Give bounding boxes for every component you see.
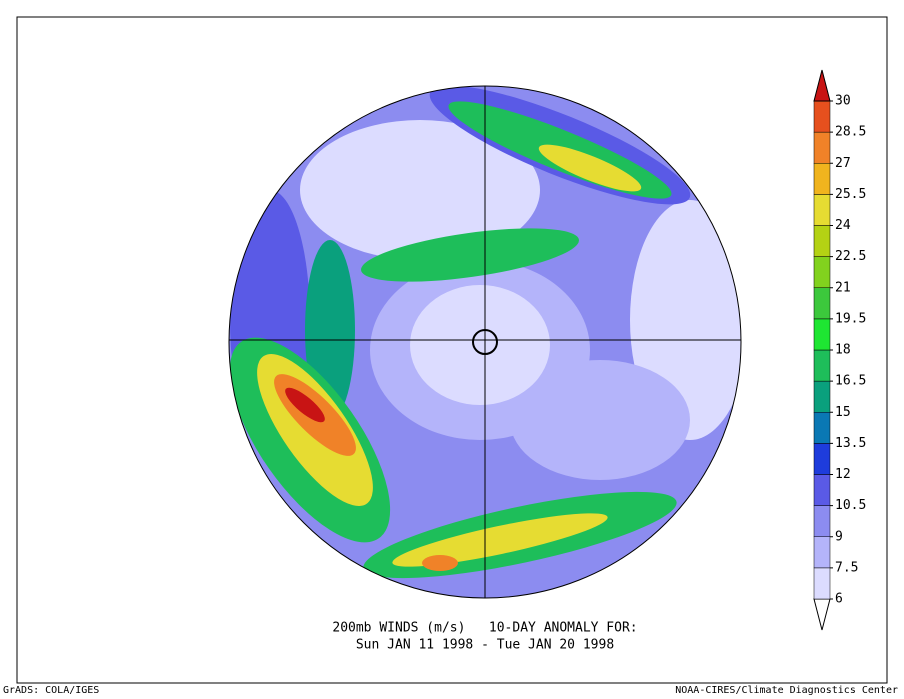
- colorbar-label: 16.5: [835, 374, 866, 389]
- colorbar-box: [813, 536, 831, 569]
- colorbar-label: 30: [835, 94, 851, 109]
- colorbar-box: [813, 256, 831, 288]
- colorbar-box: [813, 567, 831, 600]
- colorbar-box: [813, 380, 831, 413]
- footer-right: NOAA-CIRES/Climate Diagnostics Center: [675, 685, 898, 696]
- colorbar-box: [813, 131, 831, 164]
- colorbar-label: 12: [835, 467, 851, 482]
- frame: [16, 16, 888, 684]
- colorbar-label: 24: [835, 218, 851, 233]
- colorbar-box: [813, 474, 831, 506]
- colorbar-label: 28.5: [835, 125, 866, 140]
- title-line: Sun JAN 11 1998 - Tue JAN 20 1998: [356, 638, 614, 653]
- colorbar-label: 15: [835, 405, 851, 420]
- colorbar-triangle: [813, 69, 831, 102]
- colorbar-box: [813, 443, 831, 475]
- colorbar: 6 7.5 9 10.5 12 13.5 15 16.5 18 19.5 21 22.5 24 25.5 2…: [813, 69, 866, 631]
- colorbar-label: 21: [835, 280, 851, 295]
- colorbar-label: 27: [835, 156, 851, 171]
- pole-marker: [472, 329, 498, 355]
- colorbar-box: [813, 412, 831, 444]
- title-line: 200mb WINDS (m/s) 10-DAY ANOMALY FOR:: [332, 621, 637, 636]
- colorbar-box: [813, 225, 831, 257]
- colorbar-box: [813, 505, 831, 537]
- colorbar-box: [813, 100, 831, 133]
- colorbar-box: [813, 163, 831, 195]
- colorbar-label: 6: [835, 592, 843, 607]
- colorbar-label: 25.5: [835, 187, 866, 202]
- colorbar-box: [813, 194, 831, 226]
- footer-left: GrADS: COLA/IGES: [3, 685, 99, 696]
- colorbar-label: 19.5: [835, 311, 866, 326]
- colorbar-box: [813, 349, 831, 382]
- colorbar-box: [813, 318, 831, 351]
- colorbar-label: 7.5: [835, 560, 858, 575]
- colorbar-label: 9: [835, 529, 843, 544]
- colorbar-label: 13.5: [835, 436, 866, 451]
- colorbar-label: 22.5: [835, 249, 866, 264]
- colorbar-label: 10.5: [835, 498, 866, 513]
- colorbar-box: [813, 287, 831, 320]
- colorbar-label: 18: [835, 343, 851, 358]
